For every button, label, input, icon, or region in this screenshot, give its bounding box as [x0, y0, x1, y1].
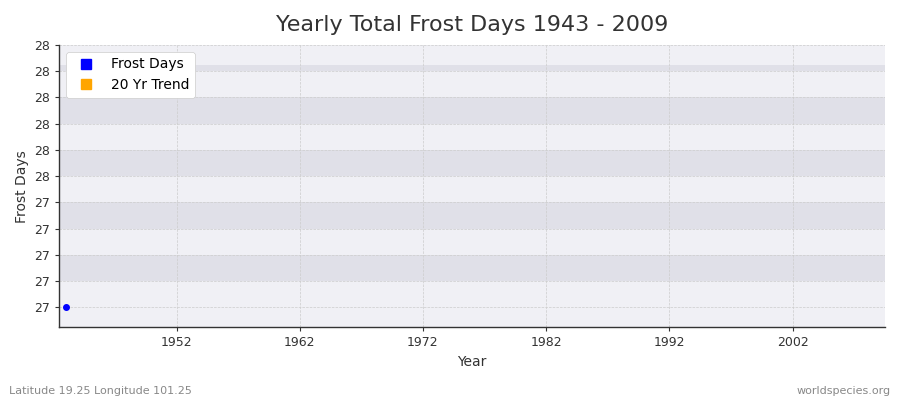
Title: Yearly Total Frost Days 1943 - 2009: Yearly Total Frost Days 1943 - 2009: [276, 15, 669, 35]
Bar: [59, 71, 885, 97]
X-axis label: Year: Year: [457, 355, 487, 369]
Bar: [59, 124, 885, 150]
Bar: [59, 281, 885, 307]
Text: Latitude 19.25 Longitude 101.25: Latitude 19.25 Longitude 101.25: [9, 386, 192, 396]
Bar: [59, 228, 885, 255]
Bar: [59, 202, 885, 228]
Bar: [59, 255, 885, 281]
Bar: [59, 97, 885, 124]
Y-axis label: Frost Days: Frost Days: [15, 150, 29, 222]
Legend: Frost Days, 20 Yr Trend: Frost Days, 20 Yr Trend: [67, 52, 195, 98]
Bar: [59, 307, 885, 328]
Text: worldspecies.org: worldspecies.org: [796, 386, 891, 396]
Bar: [59, 45, 885, 65]
Bar: [59, 150, 885, 176]
Bar: [59, 176, 885, 202]
Bar: [59, 45, 885, 71]
